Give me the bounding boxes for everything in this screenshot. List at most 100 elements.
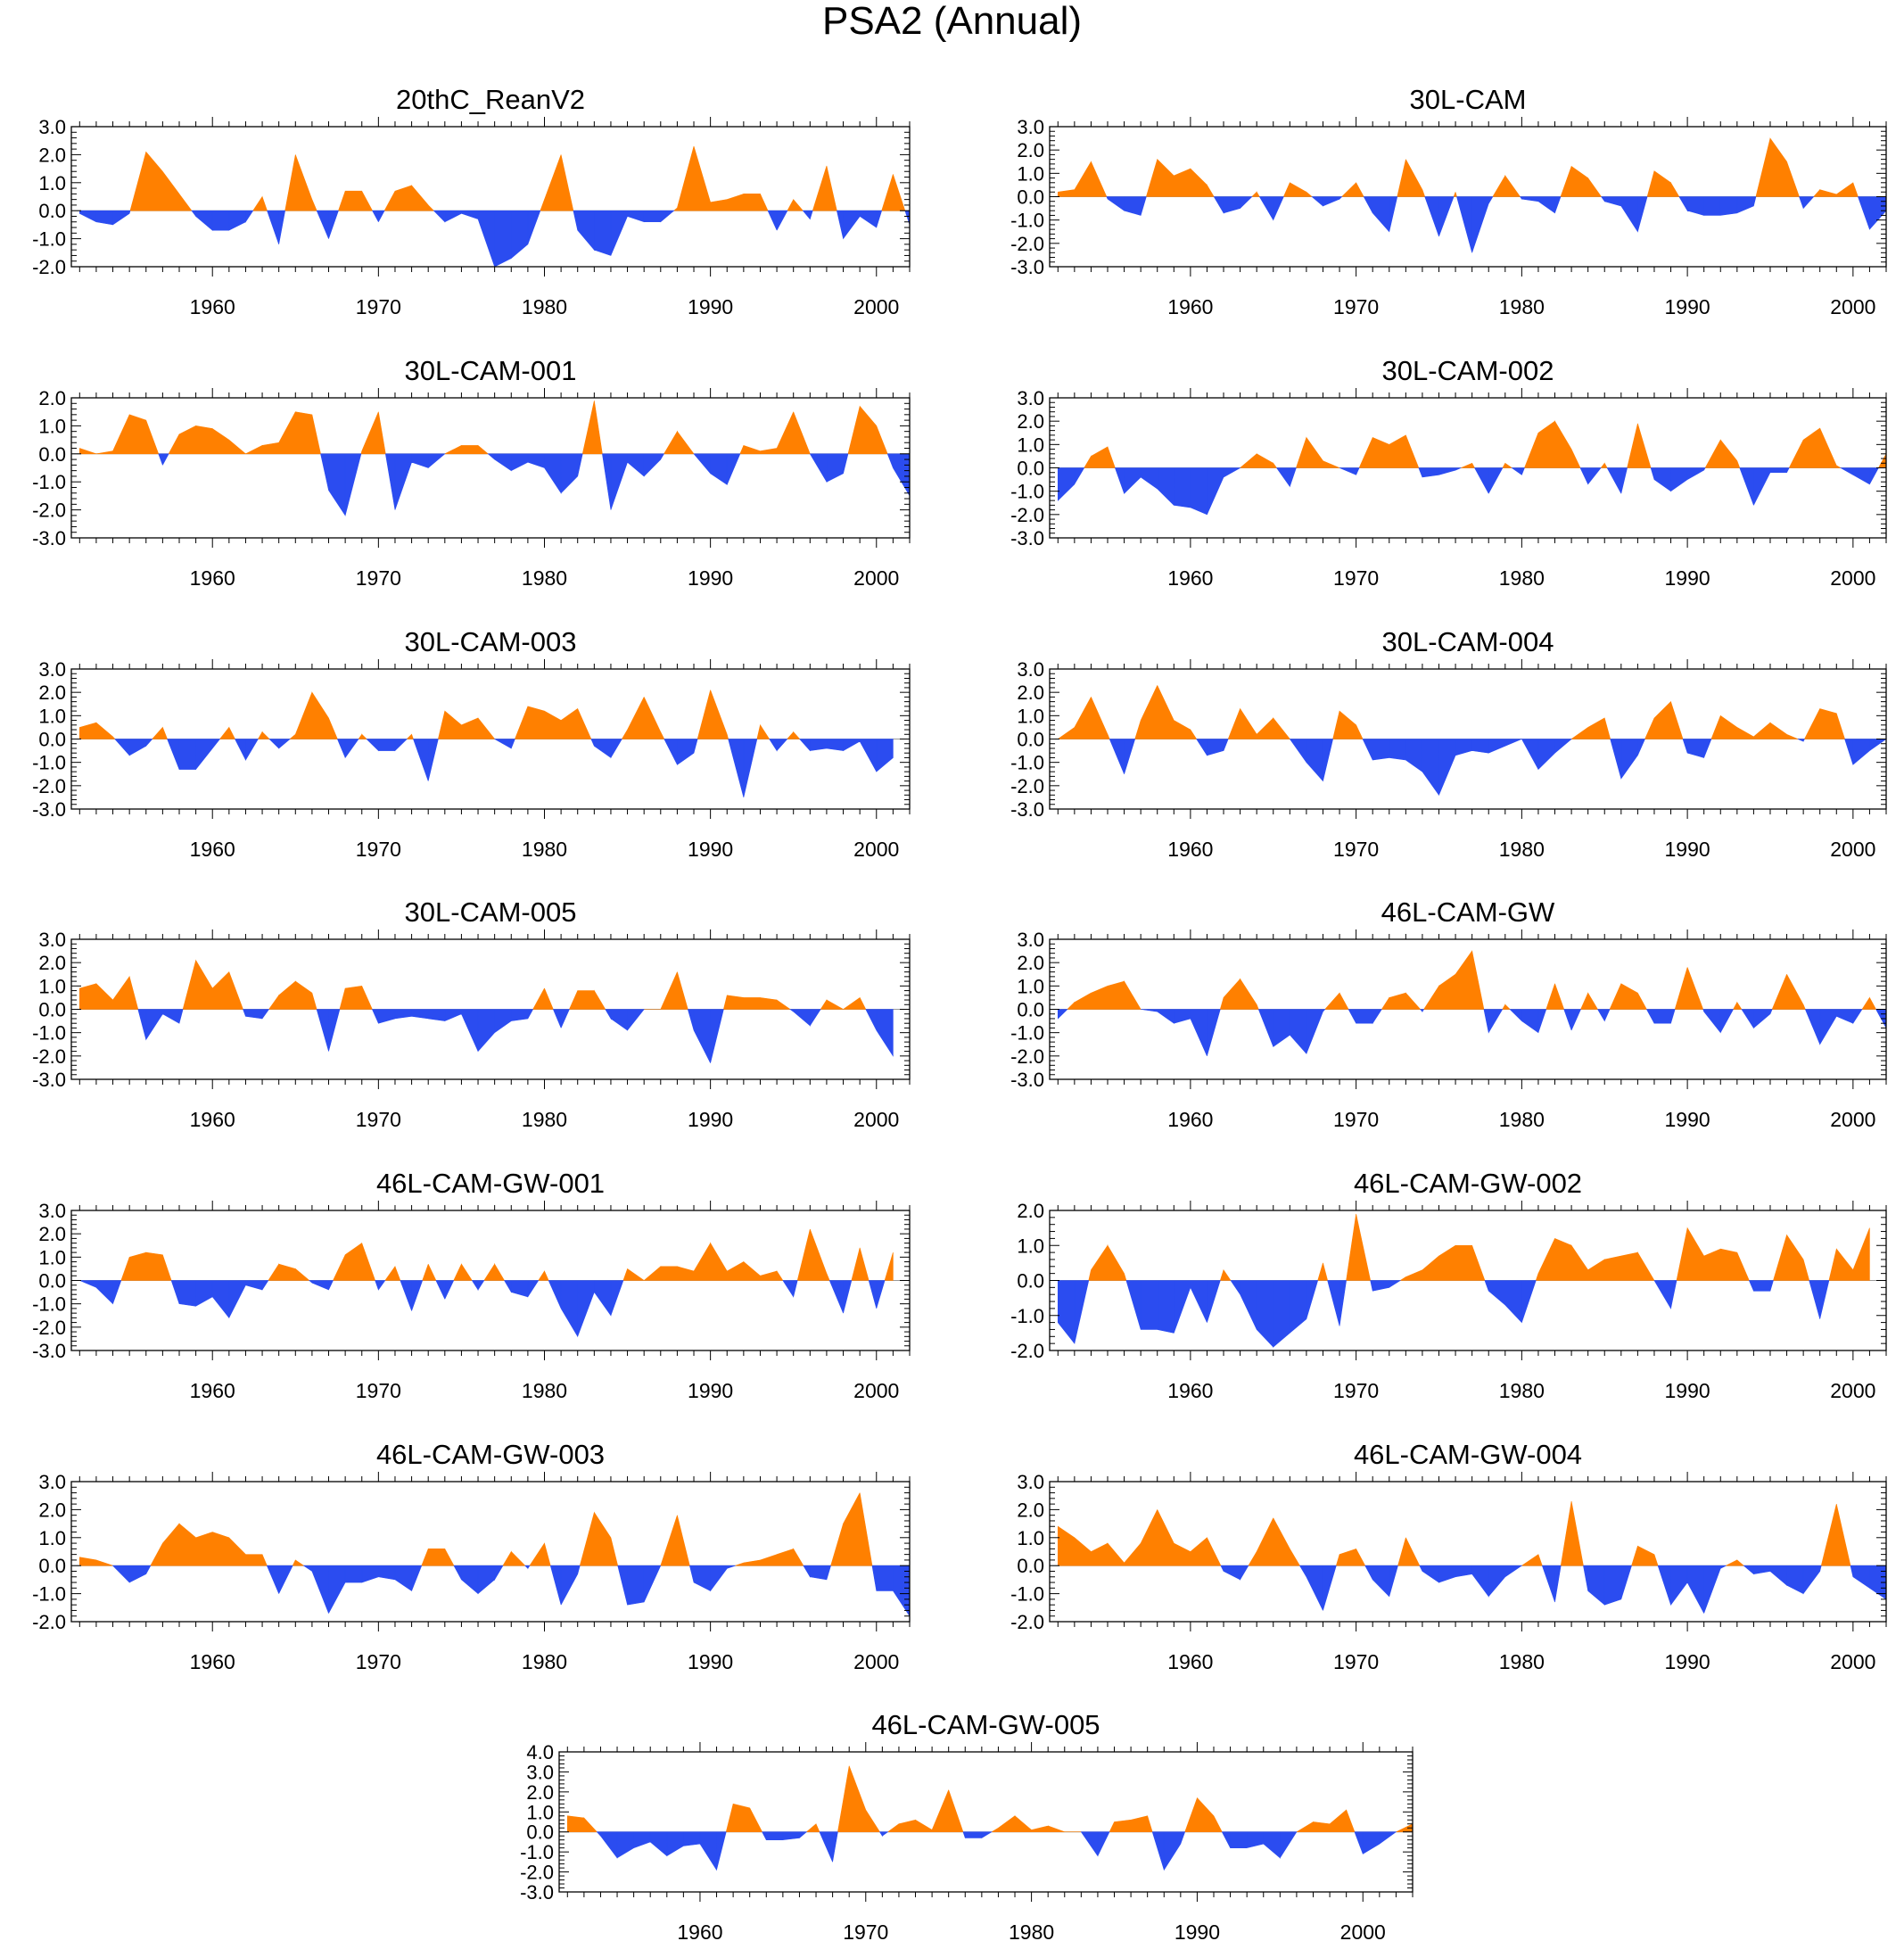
- y-tick-label: 1.0: [38, 1527, 66, 1549]
- y-tick-label: 0.0: [1017, 458, 1044, 480]
- x-tick-label: 1960: [190, 1650, 235, 1673]
- x-tick-label: 1960: [190, 838, 235, 861]
- x-tick-label: 1980: [522, 295, 567, 318]
- y-tick-label: 0.0: [1017, 729, 1044, 751]
- y-tick-label: 1.0: [1017, 1235, 1044, 1257]
- x-tick-label: 1990: [1665, 295, 1710, 318]
- x-tick-label: 1970: [1333, 566, 1379, 590]
- y-tick-label: -2.0: [32, 1045, 66, 1068]
- panel-8: 46L-CAM-GW -3.0-2.0-1.00.01.02.03.0 1960 19…: [1010, 896, 1887, 1131]
- y-tick-label: 2.0: [1017, 410, 1044, 433]
- x-tick-label: 1970: [356, 566, 401, 590]
- y-tick-label: 0.0: [38, 999, 66, 1021]
- y-tick-label: -3.0: [32, 1340, 66, 1362]
- x-tick-label: 1970: [356, 838, 401, 861]
- y-tick-label: 2.0: [38, 1223, 66, 1245]
- negative-area: [1220, 1565, 1887, 1614]
- x-tick-label: 2000: [853, 566, 899, 590]
- panel-title: 46L-CAM-GW: [1381, 896, 1555, 928]
- y-tick-label: -3.0: [1010, 798, 1044, 821]
- y-tick-label: -2.0: [1010, 233, 1044, 255]
- y-tick-label: 1.0: [38, 705, 66, 727]
- negative-area: [1106, 196, 1887, 253]
- y-tick-label: 1.0: [38, 1246, 66, 1268]
- panel-title: 20thC_ReanV2: [396, 84, 585, 115]
- positive-area: [1057, 1500, 1851, 1566]
- y-tick-label: -3.0: [1010, 256, 1044, 278]
- plot-frame: [70, 126, 911, 268]
- y-tick-label: -1.0: [32, 1583, 66, 1606]
- y-tick-label: 1.0: [38, 415, 66, 437]
- y-tick-label: -2.0: [32, 1611, 66, 1633]
- y-tick-label: -1.0: [1010, 1022, 1044, 1045]
- panel-title: 46L-CAM-GW-004: [1354, 1439, 1582, 1470]
- y-tick-label: 1.0: [1017, 1527, 1044, 1549]
- y-tick-label: 3.0: [38, 658, 66, 681]
- panel-3: 30L-CAM-001 -3.0 -2.0 -1.0 0.0 1.0 2.0 1960 1970…: [32, 355, 911, 590]
- y-tick-label: -3.0: [520, 1881, 554, 1904]
- x-tick-label: 1960: [1167, 566, 1213, 590]
- x-tick-label: 2000: [1830, 1108, 1875, 1131]
- panel-title: 30L-CAM-004: [1382, 626, 1554, 657]
- panel-7: 30L-CAM-005 -3.0-2.0-1.00.01.02.03.0 1960 1…: [32, 896, 911, 1131]
- x-tick-label: 1970: [356, 1108, 401, 1131]
- x-tick-label: 2000: [1830, 566, 1875, 590]
- x-tick-label: 1980: [1499, 1108, 1545, 1131]
- x-tick-label: 2000: [853, 1650, 899, 1673]
- y-tick-label: 1.0: [38, 172, 66, 194]
- y-tick-label: -1.0: [32, 1293, 66, 1316]
- y-tick-label: 3.0: [38, 1471, 66, 1493]
- panel-12: 46L-CAM-GW-004 -2.0 -1.0 0.0 1.0 2.0 3.0 1960 19…: [1010, 1439, 1887, 1673]
- y-tick-label: 2.0: [526, 1781, 554, 1804]
- x-tick-label: 1980: [1499, 566, 1545, 590]
- x-tick-label: 2000: [1830, 838, 1875, 861]
- y-tick-label: -1.0: [32, 471, 66, 493]
- x-tick-label: 1990: [688, 838, 733, 861]
- y-tick-label: -2.0: [1010, 504, 1044, 526]
- y-tick-label: -2.0: [32, 775, 66, 797]
- negative-area: [596, 1831, 1397, 1871]
- y-tick-label: 2.0: [38, 952, 66, 974]
- x-tick-label: 1990: [688, 1650, 733, 1673]
- y-tick-label: -1.0: [32, 228, 66, 251]
- x-tick-label: 2000: [1340, 1920, 1386, 1941]
- y-tick-label: 2.0: [1017, 681, 1044, 704]
- y-tick-label: 2.0: [38, 1499, 66, 1521]
- plot-frame: [558, 1751, 1414, 1893]
- x-tick-label: 1970: [1333, 1379, 1379, 1402]
- y-tick-label: -1.0: [1010, 210, 1044, 232]
- panel-title: 30L-CAM-001: [405, 355, 577, 386]
- y-tick-label: 0.0: [526, 1821, 554, 1844]
- y-tick-label: -1.0: [1010, 1583, 1044, 1606]
- y-tick-label: 0.0: [1017, 1270, 1044, 1293]
- y-tick-label: 2.0: [38, 681, 66, 704]
- negative-area: [79, 210, 911, 268]
- y-tick-label: -1.0: [520, 1841, 554, 1863]
- x-tick-label: 1990: [688, 1108, 733, 1131]
- y-tick-label: -2.0: [1010, 1340, 1044, 1362]
- y-tick-label: 0.0: [38, 1555, 66, 1577]
- positive-area: [1088, 1213, 1870, 1281]
- x-tick-label: 1960: [1167, 1108, 1213, 1131]
- x-tick-label: 1980: [522, 566, 567, 590]
- plot-frame: [70, 397, 911, 539]
- y-tick-label: 0.0: [38, 443, 66, 466]
- panel-9: 46L-CAM-GW-001 -3.0-2.0-1.00.01.02.03.0 19…: [32, 1168, 911, 1402]
- x-tick-label: 1960: [190, 1108, 235, 1131]
- y-tick-label: 3.0: [1017, 929, 1044, 951]
- x-tick-label: 1980: [522, 1108, 567, 1131]
- plot-frame: [70, 1481, 911, 1623]
- x-tick-label: 1970: [356, 295, 401, 318]
- positive-area: [1067, 950, 1877, 1010]
- y-tick-label: 1.0: [38, 975, 66, 997]
- x-tick-label: 1970: [356, 1379, 401, 1402]
- y-tick-label: -2.0: [32, 500, 66, 522]
- x-tick-label: 2000: [853, 1379, 899, 1402]
- panel-title: 30L-CAM-005: [405, 896, 577, 928]
- y-tick-label: -3.0: [32, 798, 66, 821]
- y-tick-label: 0.0: [1017, 186, 1044, 209]
- positive-area: [566, 1765, 1414, 1833]
- y-tick-label: 1.0: [526, 1801, 554, 1823]
- positive-area: [79, 959, 867, 1010]
- x-tick-label: 1960: [1167, 1650, 1213, 1673]
